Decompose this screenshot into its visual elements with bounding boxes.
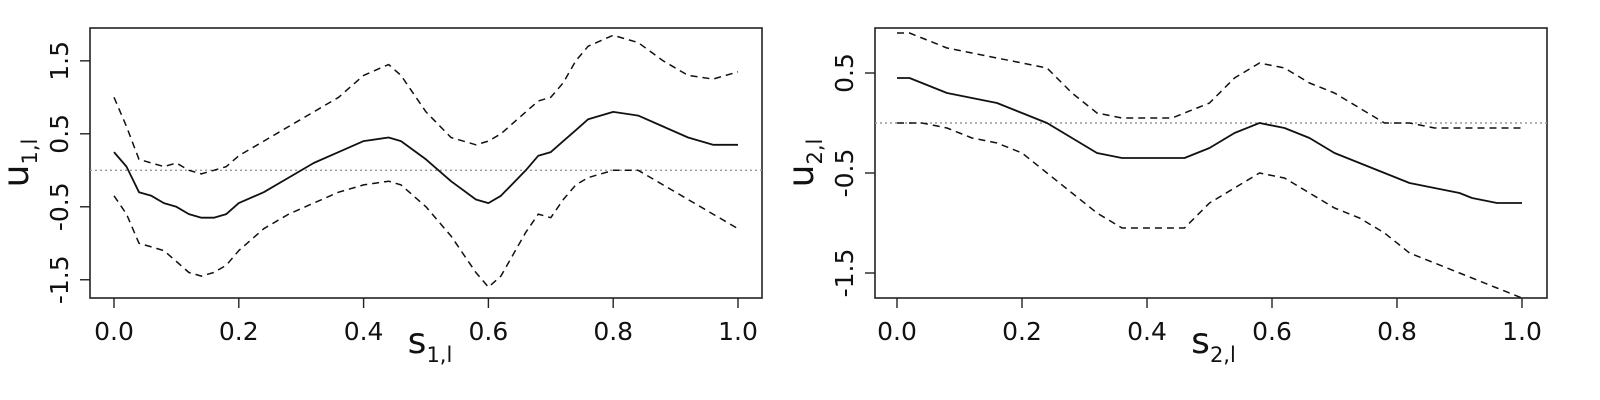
right-panel: 0.0 0.2 0.4 0.6 0.8 1.0 -1.5 -0.5 0.5 s2,l u2,l [781, 27, 1548, 367]
y-tick-label: -0.5 [45, 182, 74, 231]
plot-frame [874, 27, 1548, 299]
x-tick-label: 0.6 [1252, 317, 1292, 346]
x-tick-label: 0.0 [877, 317, 917, 346]
x-tick-label: 0.2 [1002, 317, 1042, 346]
estimate-line [897, 77, 1522, 204]
x-tick-label: 0.6 [469, 317, 509, 346]
y-axis-label: u1,l [0, 139, 42, 188]
plot-frame [89, 27, 763, 299]
x-axis-label: s2,l [1191, 321, 1236, 367]
y-tick-label: 0.5 [45, 114, 74, 154]
y-axis-label: u2,l [781, 139, 827, 188]
x-tick-label: 0.0 [94, 317, 134, 346]
upper-band-line [113, 34, 739, 175]
y-tick-label: 1.5 [45, 41, 74, 81]
y-tick-label: -1.5 [45, 255, 74, 304]
y-tick-label: -0.5 [830, 149, 859, 198]
upper-band-line [897, 32, 1522, 129]
x-tick-label: 1.0 [718, 317, 758, 346]
x-axis-label: s1,l [408, 321, 453, 367]
lower-band-line [113, 169, 739, 288]
y-tick-label: 0.5 [830, 53, 859, 93]
x-tick-label: 0.4 [344, 317, 384, 346]
x-tick-label: 0.2 [219, 317, 259, 346]
estimate-line [113, 111, 738, 219]
left-panel: 0.0 0.2 0.4 0.6 0.8 1.0 -1.5 -0.5 0.5 1.5 s1,l u1,l [0, 27, 763, 367]
x-tick-label: 1.0 [1502, 317, 1542, 346]
x-tick-label: 0.8 [1377, 317, 1417, 346]
x-tick-label: 0.4 [1127, 317, 1167, 346]
x-tick-label: 0.8 [593, 317, 633, 346]
lower-band-line [897, 122, 1523, 299]
y-tick-label: -1.5 [830, 249, 859, 298]
